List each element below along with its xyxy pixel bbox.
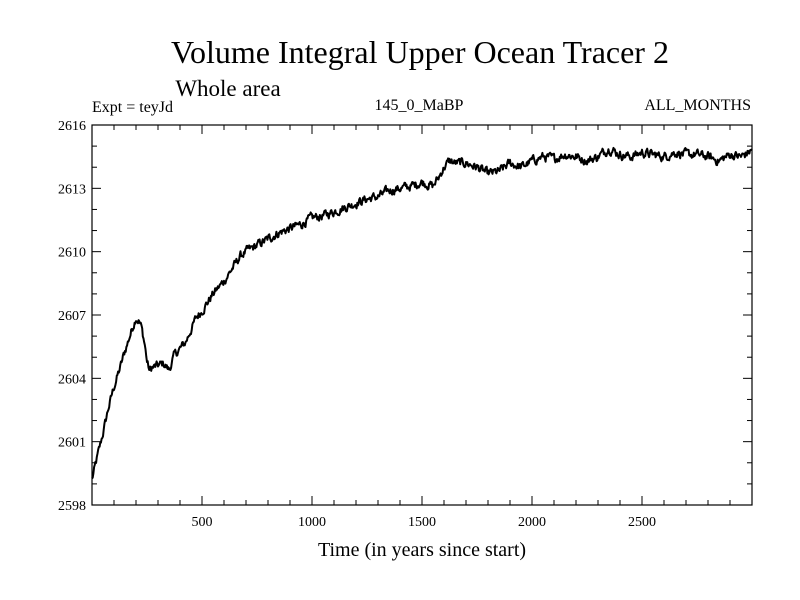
x-axis-label: Time (in years since start) bbox=[318, 539, 526, 561]
chart-subtitle: Whole area bbox=[175, 76, 280, 101]
series-line bbox=[91, 146, 753, 480]
x-tick-label: 2000 bbox=[518, 515, 546, 530]
period-label: 145_0_MaBP bbox=[375, 97, 464, 114]
months-label: ALL_MONTHS bbox=[644, 97, 751, 114]
x-tick-label: 1500 bbox=[408, 515, 436, 530]
x-tick-label: 2500 bbox=[628, 515, 656, 530]
axis-ticks bbox=[92, 125, 752, 505]
chart-title: Volume Integral Upper Ocean Tracer 2 bbox=[171, 34, 669, 70]
experiment-label: Expt = teyJd bbox=[92, 99, 173, 116]
x-tick-label: 1000 bbox=[298, 515, 326, 530]
x-tick-label: 500 bbox=[192, 515, 213, 530]
y-tick-label: 2616 bbox=[58, 119, 86, 134]
y-tick-label: 2601 bbox=[58, 436, 86, 451]
y-tick-label: 2604 bbox=[58, 372, 86, 387]
y-tick-label: 2607 bbox=[58, 309, 86, 324]
y-tick-label: 2598 bbox=[58, 499, 86, 514]
y-tick-label: 2613 bbox=[58, 182, 86, 197]
axis-tick-labels: 500 1000 1500 2000 2500 2598 2601 2604 2607 2610 2… bbox=[58, 119, 656, 530]
y-tick-label: 2610 bbox=[58, 246, 86, 261]
